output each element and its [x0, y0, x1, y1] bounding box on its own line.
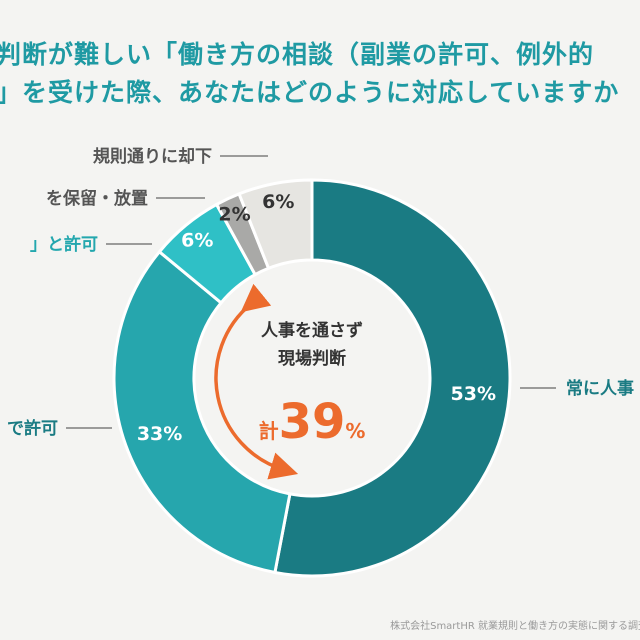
title-line-2: 」を受けた際、あなたはどのように対応していますか	[0, 78, 620, 107]
total-suffix: %	[345, 419, 365, 443]
percent-label: 33%	[137, 423, 182, 445]
center-total: 計39%	[259, 394, 366, 450]
source-note: 株式会社SmartHR 就業規則と働き方の実態に関する調査	[390, 621, 640, 632]
range-arrow	[214, 283, 299, 480]
center-line-1: 人事を通さず	[261, 321, 363, 341]
percent-label: 53%	[451, 383, 496, 405]
percent-label: 6%	[262, 191, 294, 213]
title-line-1: 判断が難しい「働き方の相談（副業の許可、例外的	[0, 40, 595, 69]
donut-slice	[112, 249, 292, 575]
percent-labels: 53%33%6%2%6%	[137, 191, 496, 445]
category-label: で許可	[7, 418, 58, 439]
category-label: を保留・放置	[46, 188, 148, 209]
donut-slice	[273, 178, 512, 578]
category-label: 常に人事	[566, 378, 634, 399]
leader-lines	[66, 155, 556, 429]
percent-label: 6%	[181, 229, 213, 251]
category-label: 規則通りに却下	[93, 146, 212, 167]
category-label: 」と許可	[30, 234, 98, 255]
total-value: 39	[279, 394, 346, 450]
center-line-2: 現場判断	[278, 348, 346, 369]
donut-slices	[112, 178, 512, 578]
total-prefix: 計	[259, 419, 279, 443]
percent-label: 2%	[218, 203, 250, 225]
chart-title: 判断が難しい「働き方の相談（副業の許可、例外的 」を受けた際、あなたはどのように…	[0, 36, 640, 112]
donut-slice	[237, 178, 314, 271]
